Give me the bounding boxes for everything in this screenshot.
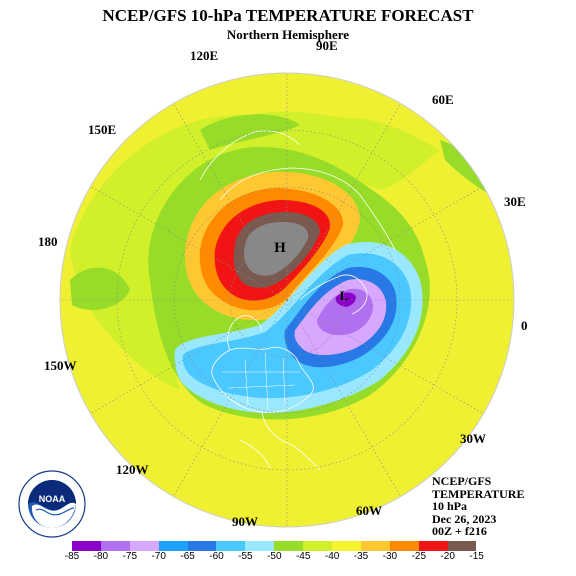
colorbar-swatch xyxy=(245,541,275,551)
temperature-colorbar xyxy=(72,541,477,551)
colorbar-swatch xyxy=(274,541,304,551)
colorbar-tick-label: -60 xyxy=(209,551,224,562)
lon-label-120w: 120W xyxy=(116,462,149,477)
colorbar-tick-label: -70 xyxy=(151,551,166,562)
colorbar-tick-label: -25 xyxy=(411,551,427,562)
high-center-label: H xyxy=(274,240,286,256)
band-minus15 xyxy=(244,222,309,276)
lon-label-60w: 60W xyxy=(356,503,382,518)
colorbar-swatch xyxy=(158,541,188,551)
lon-label-90e: 90E xyxy=(316,38,338,53)
colorbar-tick-label: -30 xyxy=(382,551,398,562)
lon-label-180: 180 xyxy=(38,234,58,249)
colorbar-swatch xyxy=(447,541,477,551)
temperature-field xyxy=(60,73,514,527)
colorbar-tick-label: -80 xyxy=(93,551,109,562)
info-level: 10 hPa xyxy=(432,499,468,513)
colorbar-swatch xyxy=(72,541,101,551)
noaa-logo-text: NOAA xyxy=(39,494,66,504)
colorbar-swatch xyxy=(187,541,217,551)
colorbar-swatch xyxy=(100,541,130,551)
lon-label-30e: 30E xyxy=(504,194,526,209)
colorbar-swatch xyxy=(389,541,419,551)
graticule xyxy=(60,73,514,527)
noaa-logo: NOAA xyxy=(18,470,86,538)
colorbar-tick-label: -35 xyxy=(353,551,369,562)
info-date: Dec 26, 2023 xyxy=(432,511,497,526)
band-minus85 xyxy=(335,292,356,307)
lon-label-60e: 60E xyxy=(432,92,454,107)
coastlines xyxy=(199,130,396,471)
colorbar-swatch xyxy=(418,541,448,551)
colorbar-swatch xyxy=(216,541,246,551)
colorbar-tick-label: -15 xyxy=(469,551,484,562)
lon-label-150w: 150W xyxy=(44,358,77,373)
colorbar-swatch xyxy=(360,541,390,551)
colorbar-tick-label: -45 xyxy=(295,551,311,562)
band-minus50-west xyxy=(70,267,130,310)
colorbar-tick-label: -20 xyxy=(440,551,455,562)
band-minus80 xyxy=(316,288,373,336)
forecast-info: NCEP/GFS TEMPERATURE 10 hPa Dec 26, 2023… xyxy=(432,475,524,538)
lon-label-150e: 150E xyxy=(88,122,117,137)
lon-label-90w: 90W xyxy=(232,514,258,529)
colorbar-tick-label: -85 xyxy=(64,551,80,562)
chart-title: NCEP/GFS 10-hPa TEMPERATURE FORECAST xyxy=(102,6,474,25)
colorbar-tick-label: -50 xyxy=(267,551,282,562)
colorbar-tick-label: -75 xyxy=(122,551,138,562)
colorbar-tick-label: -40 xyxy=(324,551,340,562)
lon-label-0: 0 xyxy=(521,318,528,333)
lon-label-120e: 120E xyxy=(190,48,219,63)
info-forecast-hour: 00Z + f216 xyxy=(432,524,487,538)
map-boundary xyxy=(59,72,515,528)
info-variable: TEMPERATURE xyxy=(432,486,525,501)
colorbar-swatch xyxy=(129,541,159,551)
colorbar-swatch xyxy=(332,541,361,551)
lon-label-30w: 30W xyxy=(460,431,486,446)
low-center-label: L xyxy=(340,288,349,303)
band-minus50-north xyxy=(200,114,300,150)
colorbar-tick-label: -55 xyxy=(238,551,253,562)
colorbar-tick-labels: -85 -80 -75 -70 -65 -60 -55 -50 -45 -40 -35 -30 -25 -… xyxy=(0,551,576,565)
colorbar-swatch xyxy=(303,541,333,551)
info-model: NCEP/GFS xyxy=(432,474,492,488)
colorbar-tick-label: -65 xyxy=(180,551,195,562)
chart-subtitle: Northern Hemisphere xyxy=(226,27,350,42)
